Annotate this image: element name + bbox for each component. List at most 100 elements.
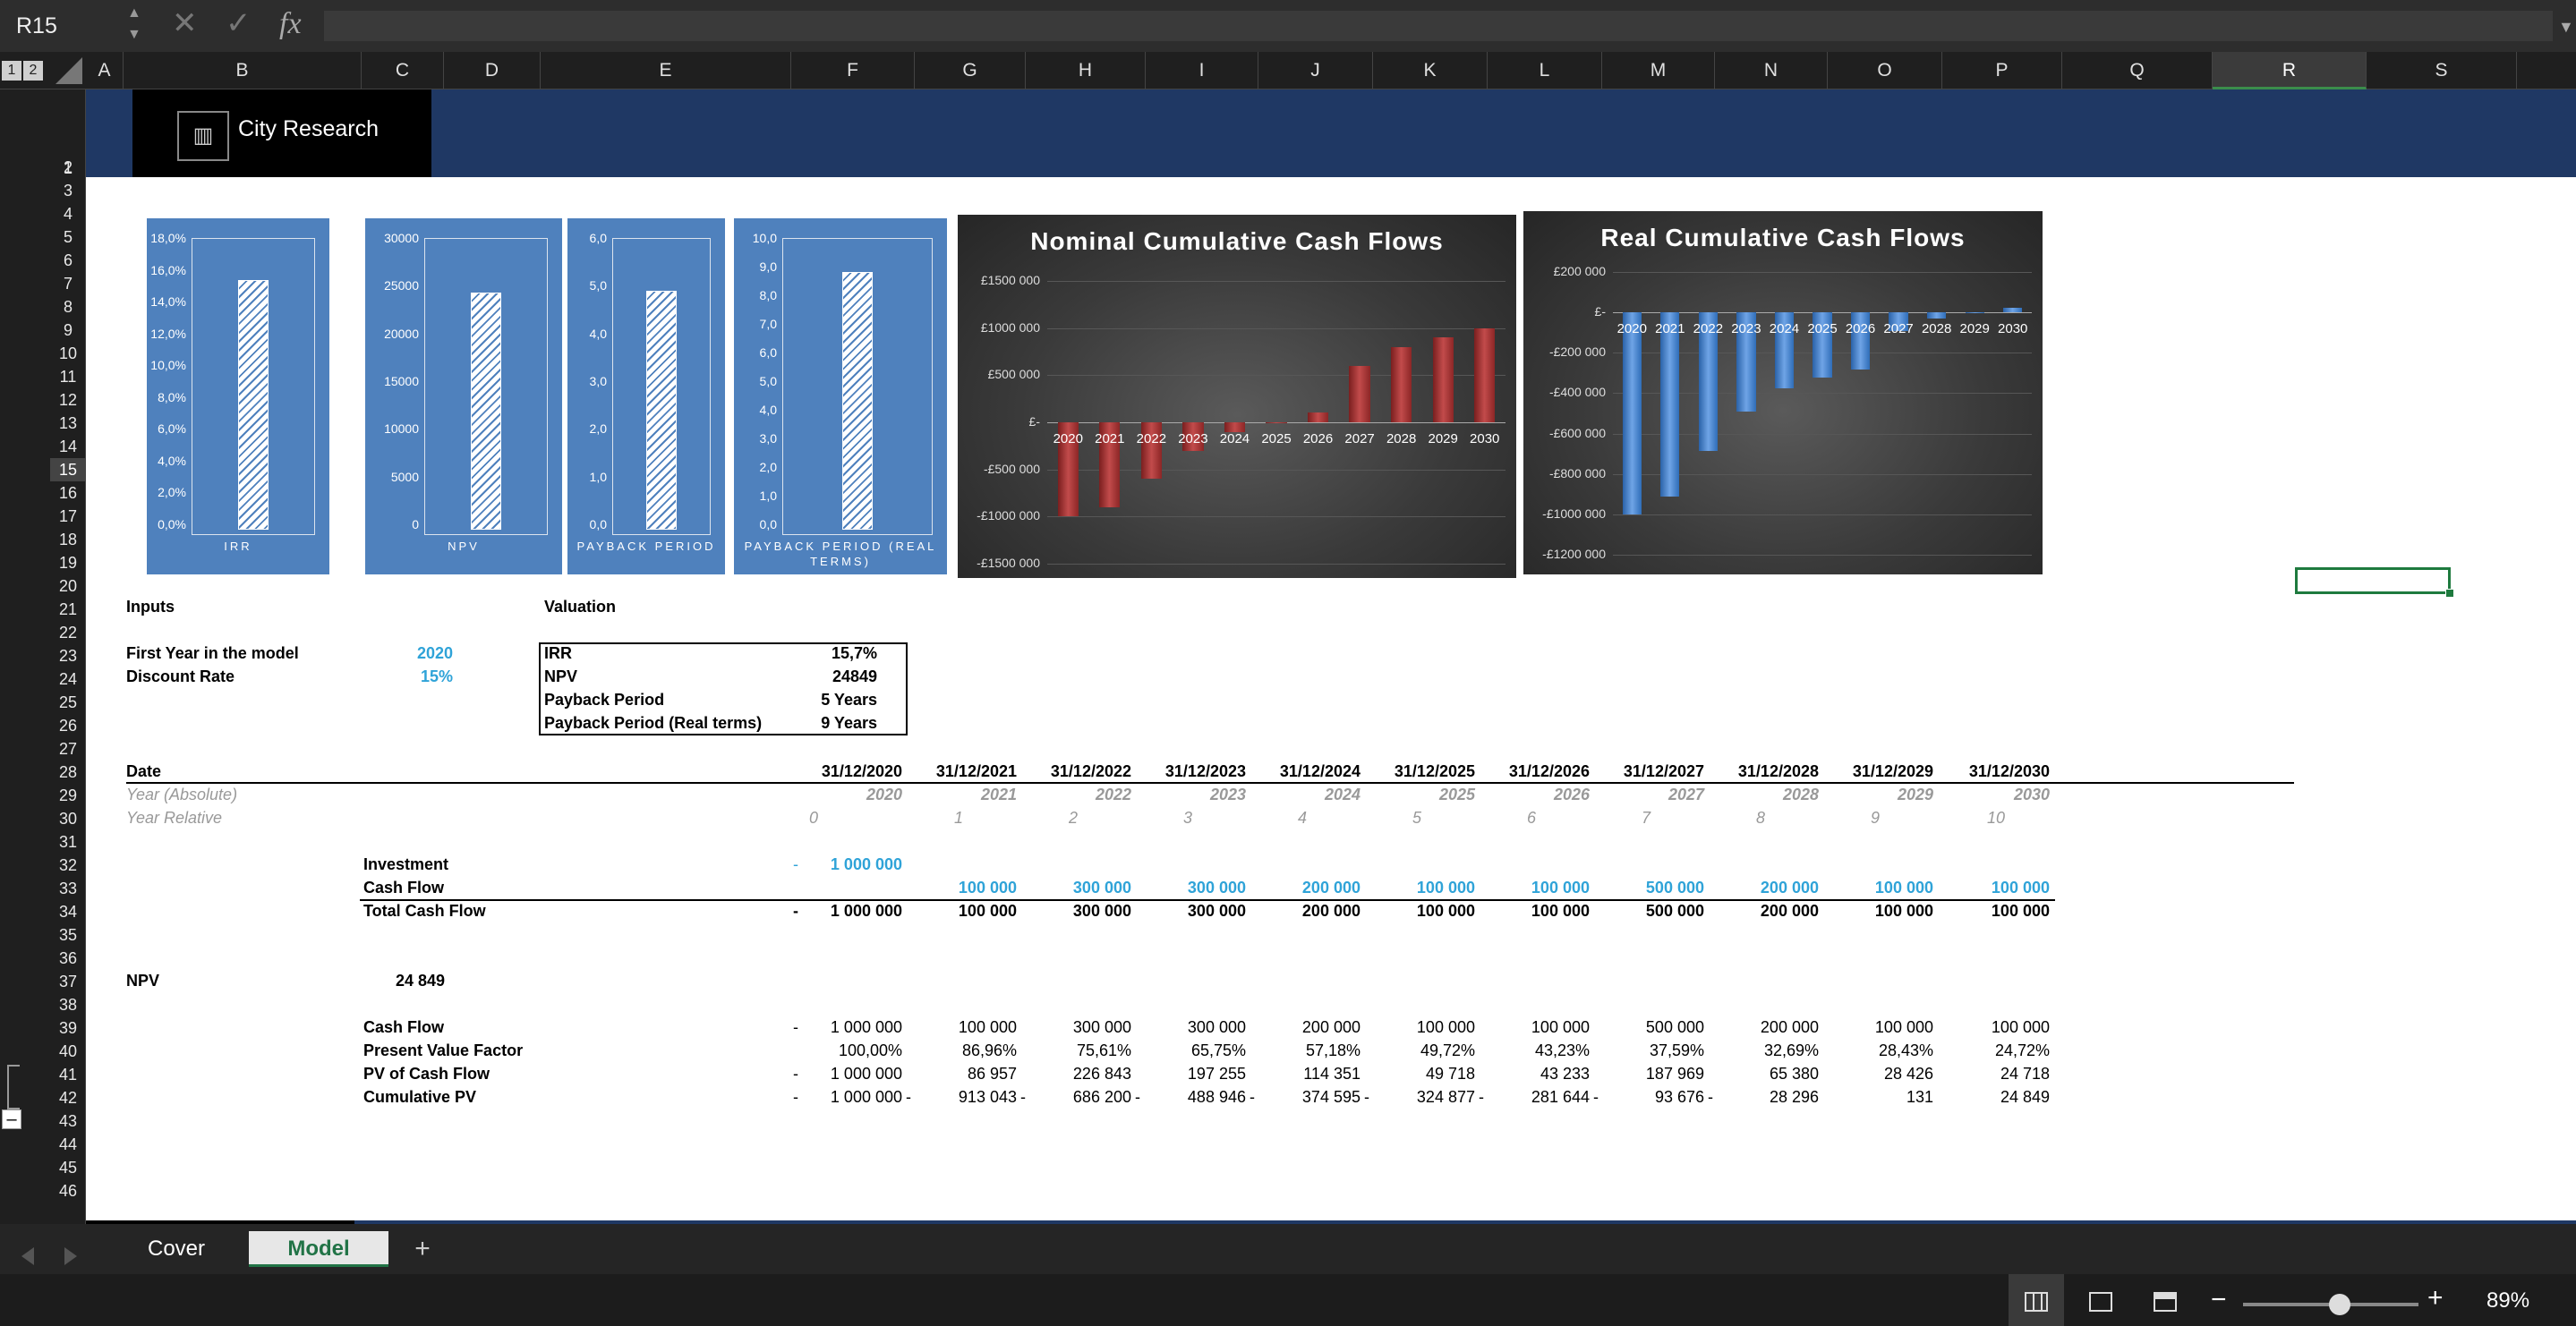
- column-header-m[interactable]: M: [1602, 52, 1715, 89]
- row-header-12[interactable]: 12: [58, 391, 78, 409]
- column-header-j[interactable]: J: [1258, 52, 1373, 89]
- first-year-input[interactable]: 2020: [416, 644, 453, 662]
- cash-flow-input[interactable]: 100 000: [958, 879, 1017, 897]
- tab-cover[interactable]: Cover: [147, 1237, 206, 1261]
- cash-flow-input[interactable]: 100 000: [1416, 879, 1475, 897]
- next-sheet-icon[interactable]: [64, 1247, 77, 1265]
- nominal-cumulative-chart[interactable]: Nominal Cumulative Cash Flows £1500 000 £1…: [958, 215, 1516, 578]
- row-header-27[interactable]: 27: [58, 740, 78, 758]
- row-header-18[interactable]: 18: [58, 531, 78, 548]
- column-header-a[interactable]: A: [86, 52, 124, 89]
- column-header-n[interactable]: N: [1715, 52, 1828, 89]
- row-header-10[interactable]: 10: [58, 344, 78, 362]
- row-header-19[interactable]: 19: [58, 554, 78, 572]
- column-header-l[interactable]: L: [1488, 52, 1602, 89]
- outline-level-2-button[interactable]: 2: [23, 61, 43, 81]
- row-header-45[interactable]: 45: [58, 1159, 78, 1177]
- column-header-b[interactable]: B: [124, 52, 362, 89]
- row-header-7[interactable]: 7: [63, 275, 73, 293]
- row-header-40[interactable]: 40: [58, 1042, 78, 1060]
- page-break-icon[interactable]: [2154, 1292, 2177, 1312]
- sheet-grid[interactable]: ▥ City Research 18,0% 16,0% 14,0% 12,0% 10,0…: [86, 89, 2576, 1224]
- column-header-p[interactable]: P: [1942, 52, 2062, 89]
- row-header-44[interactable]: 44: [58, 1135, 78, 1153]
- zoom-in-button[interactable]: +: [2427, 1283, 2444, 1313]
- fill-handle[interactable]: [2445, 589, 2454, 598]
- column-header-o[interactable]: O: [1828, 52, 1942, 89]
- row-header-33[interactable]: 33: [58, 880, 78, 897]
- row-header-28[interactable]: 28: [58, 763, 78, 781]
- row-header-22[interactable]: 22: [58, 624, 78, 642]
- column-header-i[interactable]: I: [1146, 52, 1258, 89]
- row-header-14[interactable]: 14: [58, 438, 78, 455]
- cash-flow-input[interactable]: 300 000: [1187, 879, 1246, 897]
- zoom-out-button[interactable]: −: [2211, 1285, 2227, 1314]
- row-header-30[interactable]: 30: [58, 810, 78, 828]
- payback-real-chart[interactable]: 10,0 9,0 8,0 7,0 6,0 5,0 4,0 3,0 2,0 1,0 0,0 PAYBAC…: [734, 218, 947, 574]
- row-header-29[interactable]: 29: [58, 786, 78, 804]
- row-header-11[interactable]: 11: [59, 368, 77, 386]
- row-header-23[interactable]: 23: [58, 647, 78, 665]
- cancel-icon[interactable]: ✕: [172, 6, 198, 40]
- irr-chart[interactable]: 18,0% 16,0% 14,0% 12,0% 10,0% 8,0% 6,0% 4,0% 2,0…: [147, 218, 329, 574]
- payback-chart[interactable]: 6,0 5,0 4,0 3,0 2,0 1,0 0,0 PAYBACK PERIOD: [567, 218, 725, 574]
- cash-flow-input[interactable]: 200 000: [1760, 879, 1819, 897]
- row-header-32[interactable]: 32: [58, 856, 78, 874]
- function-icon[interactable]: fx: [279, 7, 302, 40]
- row-header-38[interactable]: 38: [58, 996, 78, 1014]
- zoom-slider-thumb[interactable]: [2328, 1294, 2350, 1315]
- column-header-k[interactable]: K: [1373, 52, 1488, 89]
- row-header-8[interactable]: 8: [63, 298, 73, 316]
- real-cumulative-chart[interactable]: Real Cumulative Cash Flows £200 000 £- -£20…: [1523, 211, 2043, 574]
- column-header-q[interactable]: Q: [2062, 52, 2213, 89]
- row-header-46[interactable]: 46: [58, 1182, 78, 1200]
- row-header-41[interactable]: 41: [58, 1066, 78, 1084]
- row-header-26[interactable]: 26: [58, 717, 78, 735]
- row-header-9[interactable]: 9: [63, 321, 73, 339]
- cash-flow-input[interactable]: 500 000: [1645, 879, 1704, 897]
- row-header-35[interactable]: 35: [58, 926, 78, 944]
- cash-flow-input[interactable]: 100 000: [1531, 879, 1590, 897]
- page-layout-icon[interactable]: [2089, 1292, 2112, 1312]
- discount-rate-input[interactable]: 15%: [420, 667, 453, 685]
- row-header-36[interactable]: 36: [58, 949, 78, 967]
- investment-input[interactable]: 1 000 000: [830, 855, 902, 873]
- column-header-e[interactable]: E: [541, 52, 791, 89]
- cash-flow-input[interactable]: 200 000: [1301, 879, 1361, 897]
- row-header-1[interactable]: 1: [63, 159, 73, 177]
- selected-cell[interactable]: [2295, 567, 2451, 594]
- select-all-corner[interactable]: [55, 57, 82, 84]
- column-header-c[interactable]: C: [362, 52, 444, 89]
- row-header-6[interactable]: 6: [63, 251, 73, 269]
- row-header-24[interactable]: 24: [58, 670, 78, 688]
- outline-collapse-button[interactable]: –: [2, 1109, 21, 1129]
- row-header-17[interactable]: 17: [58, 507, 78, 525]
- prev-sheet-icon[interactable]: [21, 1247, 34, 1265]
- row-header-39[interactable]: 39: [58, 1019, 78, 1037]
- column-header-r[interactable]: R: [2213, 52, 2367, 89]
- add-sheet-button[interactable]: +: [414, 1234, 431, 1263]
- npv-chart[interactable]: 30000 25000 20000 15000 10000 5000 0 NPV: [365, 218, 562, 574]
- column-header-h[interactable]: H: [1026, 52, 1146, 89]
- row-header-4[interactable]: 4: [63, 205, 73, 223]
- row-header-13[interactable]: 13: [58, 414, 78, 432]
- row-header-2[interactable]: 2: [63, 158, 73, 176]
- row-header-37[interactable]: 37: [58, 973, 78, 990]
- name-box[interactable]: R15: [16, 13, 57, 38]
- row-header-21[interactable]: 21: [58, 600, 78, 618]
- outline-level-1-button[interactable]: 1: [2, 61, 21, 81]
- row-header-3[interactable]: 3: [63, 182, 73, 200]
- row-header-15[interactable]: 15: [50, 458, 86, 481]
- tab-model[interactable]: Model: [249, 1231, 388, 1267]
- row-header-16[interactable]: 16: [58, 484, 78, 502]
- column-header-s[interactable]: S: [2367, 52, 2517, 89]
- formula-input[interactable]: [324, 11, 2553, 41]
- row-header-34[interactable]: 34: [58, 903, 78, 921]
- name-box-down-icon[interactable]: ▼: [127, 27, 141, 42]
- row-header-25[interactable]: 25: [58, 693, 78, 711]
- row-header-42[interactable]: 42: [58, 1089, 78, 1107]
- expand-formula-icon[interactable]: ▼: [2558, 18, 2574, 36]
- cash-flow-input[interactable]: 100 000: [1991, 879, 2050, 897]
- enter-icon[interactable]: ✓: [226, 6, 252, 40]
- row-header-5[interactable]: 5: [63, 228, 73, 246]
